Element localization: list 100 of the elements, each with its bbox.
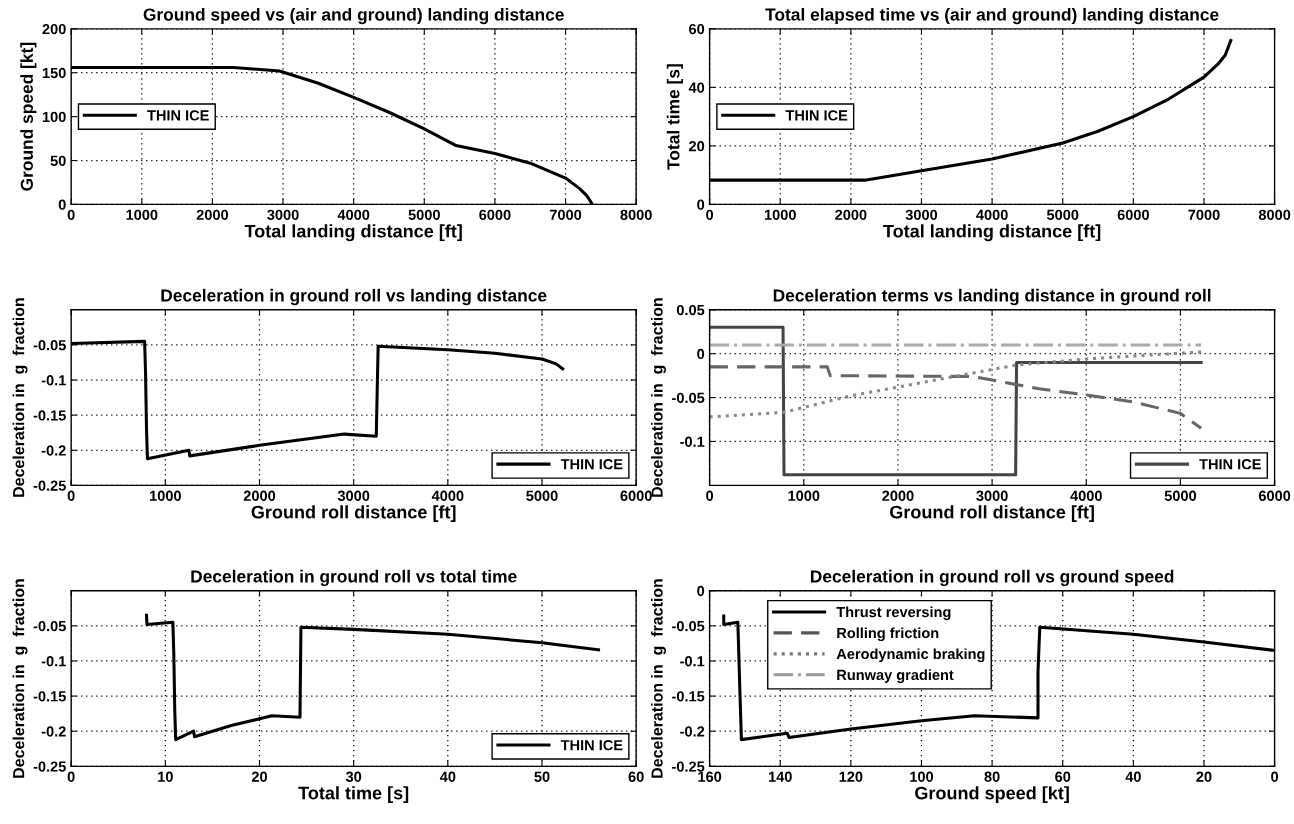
y-tick-label: 0 xyxy=(697,199,705,210)
y-tick-label: -0.05 xyxy=(33,340,66,351)
x-tick-label: 8000 xyxy=(620,209,652,220)
x-tick-label: 60 xyxy=(1055,771,1071,782)
x-tick-label: 5000 xyxy=(408,209,440,220)
x-tick-label: 2000 xyxy=(835,209,867,220)
y-tick-label: -0.25 xyxy=(33,480,66,491)
y-tick-label: 40 xyxy=(688,82,705,93)
y-tick-label: 20 xyxy=(689,141,705,152)
x-tick-label: 40 xyxy=(1125,771,1141,782)
legend-label: THIN ICE xyxy=(1199,459,1261,470)
y-tick-label: 150 xyxy=(42,67,66,79)
x-tick-label: 20 xyxy=(1196,771,1212,782)
line-series xyxy=(709,350,1203,419)
x-tick-label: 7000 xyxy=(549,209,582,220)
chart-title: Ground speed vs (air and ground) landing distance xyxy=(143,7,564,25)
x-tick-label: 6000 xyxy=(1117,209,1149,220)
x-tick-label: 0 xyxy=(67,490,75,501)
chart-title: Deceleration terms vs landing distance in ground roll xyxy=(773,288,1211,306)
x-tick-label: 2000 xyxy=(243,490,276,501)
y-axis-title: Total time [s] xyxy=(666,64,683,170)
y-axis-title: Deceleration in g fraction xyxy=(650,579,666,778)
x-tick-label: 60 xyxy=(628,771,644,782)
chart-title: Deceleration in ground roll vs ground speed xyxy=(810,569,1174,587)
x-tick-label: 1000 xyxy=(150,490,181,501)
x-tick-label: 20 xyxy=(251,771,268,782)
y-tick-label: -0.2 xyxy=(41,726,66,737)
x-tick-label: 4000 xyxy=(337,209,370,220)
legend-label: THIN ICE xyxy=(785,110,848,121)
y-tick-label: -0.1 xyxy=(680,656,705,667)
x-tick-label: 1000 xyxy=(126,209,158,220)
legend-label: Aerodynamic braking xyxy=(836,648,985,663)
y-tick-label: -0.2 xyxy=(680,726,705,737)
x-tick-label: 8000 xyxy=(1258,209,1291,220)
x-tick-label: 120 xyxy=(839,771,863,782)
x-tick-label: 6000 xyxy=(1258,490,1291,501)
x-axis-title: Total landing distance [ft] xyxy=(244,224,462,242)
y-tick-label: 50 xyxy=(50,155,66,166)
x-tick-label: 30 xyxy=(345,771,362,782)
x-axis-title: Total time [s] xyxy=(298,786,409,803)
x-tick-label: 0 xyxy=(67,771,75,782)
x-tick-label: 6000 xyxy=(479,209,511,220)
chart-title: Total elapsed time vs (air and ground) landing distance xyxy=(765,7,1219,25)
x-tick-label: 0 xyxy=(67,209,75,220)
x-tick-label: 50 xyxy=(534,771,550,782)
line-series xyxy=(709,365,1203,430)
x-tick-label: 5000 xyxy=(1046,209,1079,220)
x-tick-label: 160 xyxy=(698,771,722,782)
legend-label: Runway gradient xyxy=(837,669,954,683)
x-tick-label: 5000 xyxy=(1164,490,1197,501)
x-tick-label: 3000 xyxy=(267,209,299,221)
y-tick-label: 100 xyxy=(42,111,66,123)
y-tick-label: 200 xyxy=(42,23,66,35)
x-tick-label: 100 xyxy=(910,771,934,782)
x-tick-label: 0 xyxy=(706,209,714,220)
x-tick-label: 0 xyxy=(1271,771,1279,782)
x-tick-label: 4000 xyxy=(976,209,1008,220)
legend-label: THIN ICE xyxy=(147,110,209,121)
x-axis-title: Ground roll distance [ft] xyxy=(890,505,1094,523)
x-tick-label: 7000 xyxy=(1188,209,1220,220)
x-tick-label: 40 xyxy=(439,771,456,782)
x-tick-label: 1000 xyxy=(788,490,820,501)
legend-label: THIN ICE xyxy=(560,459,623,470)
x-tick-label: 80 xyxy=(984,771,1000,782)
y-tick-label: 0 xyxy=(697,585,705,597)
x-tick-label: 6000 xyxy=(620,490,652,501)
y-tick-label: -0.1 xyxy=(680,436,705,447)
x-tick-label: 2000 xyxy=(196,209,229,220)
y-tick-label: -0.05 xyxy=(672,620,705,632)
legend-label: THIN ICE xyxy=(560,739,623,751)
x-axis-title: Ground speed [kt] xyxy=(915,786,1069,803)
x-tick-label: 2000 xyxy=(882,490,914,501)
chart-title: Deceleration in ground roll vs landing distance xyxy=(161,288,547,306)
y-tick-label: 0 xyxy=(697,348,705,360)
y-tick-label: -0.15 xyxy=(672,691,705,702)
y-tick-label: -0.1 xyxy=(41,656,66,667)
y-tick-label: 0 xyxy=(58,199,66,210)
chart-title: Deceleration in ground roll vs total time xyxy=(191,569,517,587)
y-tick-label: -0.1 xyxy=(41,375,66,386)
x-tick-label: 1000 xyxy=(764,209,796,220)
x-tick-label: 3000 xyxy=(976,490,1008,501)
y-tick-label: -0.05 xyxy=(33,620,66,632)
x-tick-label: 4000 xyxy=(1070,490,1102,501)
x-tick-label: 10 xyxy=(158,771,173,782)
y-tick-label: 0.05 xyxy=(676,304,705,316)
x-axis-title: Ground roll distance [ft] xyxy=(251,505,456,523)
x-tick-label: 3000 xyxy=(905,209,938,221)
y-tick-label: -0.05 xyxy=(672,392,705,404)
y-axis-title: Deceleration in g fraction xyxy=(12,579,28,778)
y-tick-label: -0.15 xyxy=(33,691,66,702)
y-tick-label: -0.25 xyxy=(33,761,66,772)
legend-label: Thrust reversing xyxy=(836,606,951,621)
y-tick-label: -0.2 xyxy=(41,445,66,456)
y-axis-title: Ground speed [kt] xyxy=(20,42,37,191)
y-tick-label: 60 xyxy=(689,23,705,35)
y-tick-label: -0.25 xyxy=(672,761,705,772)
x-tick-label: 5000 xyxy=(526,490,558,501)
x-tick-label: 140 xyxy=(768,771,792,782)
x-tick-label: 4000 xyxy=(431,490,464,501)
y-axis-title: Deceleration in g fraction xyxy=(650,298,666,497)
